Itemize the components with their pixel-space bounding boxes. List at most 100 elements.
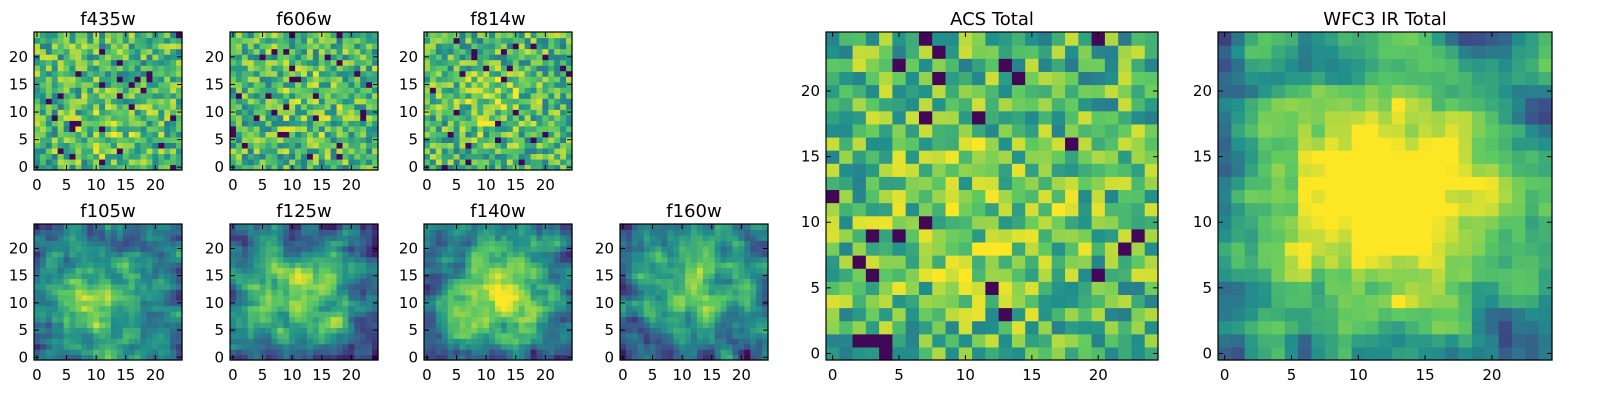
heatmap-cell: [1091, 333, 1106, 348]
heatmap-cell: [360, 300, 367, 307]
heatmap-cell: [241, 245, 249, 252]
heatmap-cell: [164, 316, 171, 323]
heatmap-cell: [429, 311, 437, 318]
heatmap-cell: [271, 59, 278, 66]
heatmap-cell: [1038, 320, 1053, 335]
heatmap-cell: [643, 229, 651, 236]
heatmap-cell: [158, 338, 165, 345]
y-tick-label: 20: [399, 239, 418, 257]
heatmap-cell: [283, 338, 290, 345]
heatmap-cell: [536, 234, 543, 241]
heatmap-cell: [324, 240, 332, 247]
heatmap-cell: [122, 267, 130, 274]
heatmap-cell: [312, 87, 320, 94]
heatmap-cell: [465, 300, 472, 307]
heatmap-cell: [301, 59, 308, 66]
heatmap-cell: [128, 164, 136, 171]
heatmap-cell: [512, 76, 520, 83]
heatmap-cell: [566, 114, 573, 121]
heatmap-cell: [372, 76, 379, 83]
heatmap-cell: [360, 272, 367, 279]
heatmap-cell: [560, 87, 567, 94]
heatmap-cell: [625, 267, 633, 274]
heatmap-cell: [554, 354, 561, 361]
heatmap-cell: [116, 338, 124, 345]
heatmap-cell: [465, 321, 472, 328]
heatmap-cell: [81, 234, 88, 241]
heatmap-cell: [87, 81, 94, 88]
heatmap-cell: [271, 109, 278, 116]
y-tick-label: 15: [205, 75, 224, 93]
heatmap-cell: [1091, 228, 1106, 243]
heatmap-cell: [518, 294, 526, 301]
heatmap-cell: [744, 305, 751, 312]
heatmap-cell: [483, 349, 490, 356]
heatmap-cell: [330, 343, 338, 350]
heatmap-cell: [354, 120, 361, 127]
heatmap-cell: [691, 311, 698, 318]
heatmap-cell: [306, 131, 314, 138]
heatmap-cell: [110, 76, 118, 83]
heatmap-cell: [45, 109, 53, 116]
heatmap-cell: [477, 224, 484, 231]
heatmap-cell: [649, 327, 657, 334]
heatmap-cell: [429, 343, 437, 350]
heatmap-cell: [673, 245, 680, 252]
heatmap-cell: [548, 267, 555, 274]
heatmap-cell: [750, 338, 757, 345]
heatmap-cell: [75, 32, 82, 39]
heatmap-cell: [429, 234, 437, 241]
heatmap-cell: [342, 321, 349, 328]
heatmap-cell: [75, 240, 82, 247]
heatmap-cell: [429, 120, 437, 127]
heatmap-cell: [342, 224, 349, 231]
heatmap-cell: [424, 343, 431, 350]
heatmap-cell: [116, 262, 124, 269]
heatmap-cell: [554, 98, 561, 105]
heatmap-cell: [673, 354, 680, 361]
heatmap-cell: [277, 98, 284, 105]
heatmap-cell: [241, 164, 249, 171]
heatmap-cell: [289, 142, 296, 149]
heatmap-cell: [985, 281, 1000, 295]
heatmap-cell: [471, 294, 478, 301]
heatmap-cell: [548, 37, 555, 44]
heatmap-cell: [720, 256, 728, 263]
heatmap-cell: [348, 59, 355, 66]
heatmap-cell: [524, 43, 532, 50]
heatmap-cell: [34, 262, 41, 269]
heatmap-cell: [518, 54, 526, 61]
heatmap-cell: [530, 311, 538, 318]
heatmap-cell: [762, 289, 769, 296]
heatmap-cell: [500, 311, 508, 318]
heatmap-cell: [235, 327, 243, 334]
heatmap-cell: [277, 158, 284, 166]
heatmap-cell: [495, 283, 502, 290]
heatmap-cell: [312, 294, 320, 301]
heatmap-cell: [110, 43, 118, 50]
heatmap-cell: [1025, 228, 1040, 243]
heatmap-cell: [81, 338, 88, 345]
heatmap-cell: [81, 332, 88, 339]
heatmap-cell: [945, 294, 960, 309]
heatmap-cell: [548, 311, 555, 318]
heatmap-cell: [447, 114, 455, 121]
heatmap-cell: [441, 256, 449, 263]
heatmap-cell: [128, 354, 136, 361]
heatmap-cell: [536, 267, 543, 274]
y-tick-label: 10: [595, 294, 614, 312]
heatmap-cell: [554, 311, 561, 318]
heatmap-cell: [283, 234, 290, 241]
heatmap-cell: [738, 262, 745, 269]
heatmap-cell: [483, 229, 490, 236]
heatmap-cell: [39, 120, 47, 127]
heatmap-cell: [122, 305, 130, 312]
heatmap-cell: [667, 234, 674, 241]
heatmap-cell: [536, 245, 543, 252]
heatmap-cell: [453, 109, 461, 116]
heatmap-cell: [512, 240, 520, 247]
heatmap-cell: [57, 54, 65, 61]
heatmap-cell: [110, 65, 118, 72]
heatmap-cell: [93, 158, 100, 166]
heatmap-cell: [51, 327, 59, 334]
